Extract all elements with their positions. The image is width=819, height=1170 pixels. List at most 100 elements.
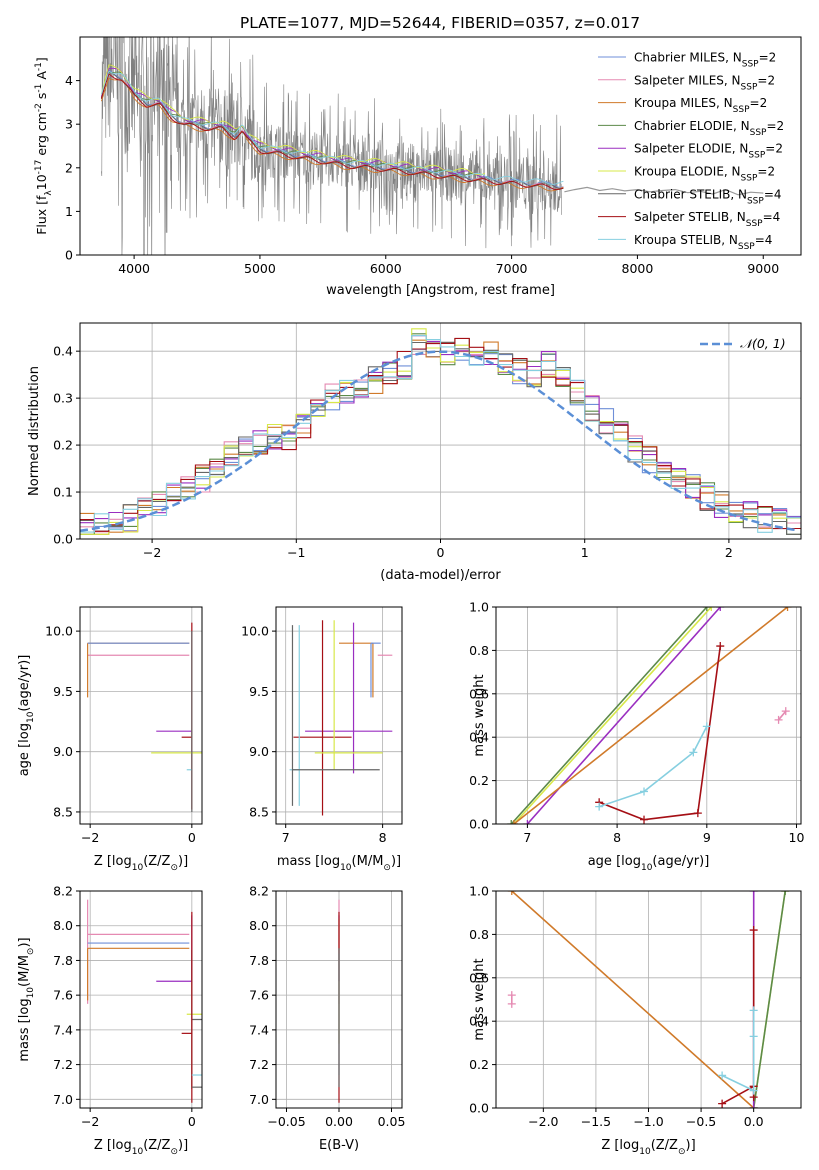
age_vs_mass-ytick-label: 8.5 xyxy=(249,804,269,819)
age_vs_mass-xtick-label: 7 xyxy=(282,830,290,845)
weight_vs_Z-ytick-label: 1.0 xyxy=(469,884,489,899)
mass_vs_Z-xlabel-part: 10 xyxy=(132,1147,144,1157)
spectrum-model-chabrier_stelib xyxy=(100,70,564,190)
weight-marker-salpeter_miles xyxy=(507,991,516,1000)
residuals-ytick-label: 0.3 xyxy=(53,391,73,406)
weight_vs_Z-xtick-label: −0.5 xyxy=(686,1114,716,1129)
spectrum-ylabel-part: A xyxy=(34,71,49,84)
residuals-ylabel: Normed distribution xyxy=(27,366,42,496)
weight_vs_Z-frame: −2.0 −1.5 −1.0 −0.5 0.0 0.0 0.2 0.4 0.6 0.8 1.0 xyxy=(469,884,802,1129)
weight_vs_Z-ytick-label: 0.2 xyxy=(469,1057,489,1072)
age_vs_mass-xlabel-part: ⊙ xyxy=(383,863,391,873)
mass_vs_ebv-xlabel-part: E(B-V) xyxy=(319,1138,359,1153)
legend-label-kroupa_miles-part: =2 xyxy=(750,96,768,110)
residuals-ytick-label: 0.2 xyxy=(53,438,73,453)
spectrum-ylabel-part: -1 xyxy=(34,62,44,71)
age_vs_Z-ytick-label: 10.0 xyxy=(45,624,73,639)
age_vs_Z-ylabel-part: 10 xyxy=(26,711,36,723)
hist-kroupa_stelib xyxy=(80,335,801,533)
weight_vs_Z-xtick-label: 0.0 xyxy=(744,1114,764,1129)
age_vs_Z-xlabel-part: ⊙ xyxy=(170,863,178,873)
weight-marker-salpeter_miles xyxy=(507,999,516,1008)
weight-line-chabrier_elodie xyxy=(510,607,708,824)
spectrum-ylabel-part: -2 xyxy=(34,103,44,112)
weight-line-kroupa_elodie xyxy=(513,607,712,824)
residuals-xlabel: (data-model)/error xyxy=(380,568,501,583)
mass_vs_Z-ylabel-part: mass [log xyxy=(17,998,32,1061)
weight_vs_age-xlabel-part: (age/yr)] xyxy=(652,854,709,869)
mass_vs_Z-frame: −2 0 7.0 7.2 7.4 7.6 7.8 8.0 8.2 xyxy=(53,884,203,1129)
weight_vs_Z-xtick-label: −1.0 xyxy=(633,1114,663,1129)
age_vs_mass-xlabel-part: 10 xyxy=(340,863,352,873)
mass_vs_Z-ytick-label: 7.8 xyxy=(53,953,73,968)
spectrum-model-kroupa_elodie xyxy=(100,64,486,176)
age_vs_Z-xlabel-part: )] xyxy=(178,854,188,869)
mass_vs_ebv-ytick-label: 7.4 xyxy=(249,1022,269,1037)
weight-marker-kroupa_stelib xyxy=(640,787,649,796)
weight_vs_age-ytick-label: 0.6 xyxy=(469,686,489,701)
mass_vs_ebv-xtick-label: 0.05 xyxy=(378,1114,406,1129)
age_vs_mass-axes xyxy=(276,607,402,824)
legend-label-kroupa_stelib-part: =4 xyxy=(755,233,773,247)
weight-line-kroupa_stelib xyxy=(598,726,708,808)
weight-marker-salpeter_elodie xyxy=(749,891,758,895)
weight_vs_age-xtick-label: 7 xyxy=(523,830,531,845)
weight-line-chabrier_elodie xyxy=(752,891,786,1108)
legend-label-salpeter_stelib-part: SSP xyxy=(746,219,763,229)
age_vs_Z-axes xyxy=(80,607,202,824)
weight-marker-salpeter_stelib xyxy=(718,1099,727,1108)
age_vs_mass-xlabel-part: (M/M xyxy=(352,854,384,869)
legend-label-chabrier_miles-part: Chabrier MILES, N xyxy=(634,51,742,65)
legend-label-kroupa_miles-part: Kroupa MILES, N xyxy=(634,96,733,110)
legend-label-salpeter_miles-part: =2 xyxy=(757,73,775,87)
weight_vs_Z-xlabel-part: 10 xyxy=(639,1147,651,1157)
legend-label-salpeter_stelib: Salpeter STELIB, NSSP=4 xyxy=(634,210,780,229)
mass_vs_Z-axes xyxy=(80,890,202,1108)
weight-marker-kroupa_stelib xyxy=(749,1086,758,1095)
weight_vs_age-ytick-label: 0.2 xyxy=(469,773,489,788)
age_vs_Z-xlabel-part: Z [log xyxy=(94,854,132,869)
age_vs_mass-frame: 7 8 8.5 9.0 9.5 10.0 xyxy=(241,606,403,845)
mass_vs_Z-ytick-label: 7.0 xyxy=(53,1092,73,1107)
weight-marker-kroupa_stelib xyxy=(595,802,604,811)
legend-label-chabrier_stelib-part: SSP xyxy=(747,196,764,206)
mass_vs_ebv-ytick-label: 8.0 xyxy=(249,918,269,933)
mass_vs_Z-ytick-label: 7.6 xyxy=(53,988,73,1003)
weight_vs_Z-xlabel-part: )] xyxy=(686,1138,696,1153)
weight-marker-chabrier_elodie xyxy=(702,607,711,611)
mass_vs_Z-ylabel: mass [log10(M/M⊙)] xyxy=(17,937,36,1061)
legend-label-chabrier_stelib-part: Chabrier STELIB, N xyxy=(634,187,747,201)
spectrum-frame: 4000 5000 6000 7000 8000 9000 0 1 2 3 4 xyxy=(65,36,802,276)
age_vs_Z-ylabel-part: (age/yr)] xyxy=(17,655,32,712)
weight_vs_Z-ytick-label: 0.0 xyxy=(469,1101,489,1116)
spectrum-ytick-label: 4 xyxy=(65,73,73,88)
weight-marker-salpeter_stelib xyxy=(640,815,649,824)
weight_vs_Z-xtick-label: −2.0 xyxy=(528,1114,558,1129)
age_vs_mass-ytick-label: 10.0 xyxy=(241,624,269,639)
legend-label-salpeter_stelib-part: Salpeter STELIB, N xyxy=(634,210,746,224)
weight_vs_age-ytick-label: 0.4 xyxy=(469,730,489,745)
normal-curve xyxy=(80,350,799,533)
weight-line-salpeter_elodie xyxy=(526,607,721,824)
age_vs_Z-ytick-label: 9.5 xyxy=(53,684,73,699)
weight-marker-kroupa_stelib xyxy=(689,748,698,757)
age_vs_mass-xtick-label: 8 xyxy=(379,830,387,845)
mass_vs_Z-ylabel-part: (M/M xyxy=(17,955,32,987)
weight_vs_Z-xlabel-part: Z [log xyxy=(601,1138,639,1153)
legend-normal-label: 𝒩(0, 1) xyxy=(740,336,786,351)
mass_vs_ebv-ytick-label: 7.6 xyxy=(249,988,269,1003)
age_vs_mass-xlabel: mass [log10(M/M⊙)] xyxy=(277,854,401,873)
weight_vs_Z-xtick-label: −1.5 xyxy=(581,1114,611,1129)
legend-label-kroupa_miles-part: SSP xyxy=(733,105,750,115)
weight_vs_age-ytick-label: 0.8 xyxy=(469,643,489,658)
weight-marker-kroupa_stelib xyxy=(718,1071,727,1080)
legend-label-chabrier_elodie: Chabrier ELODIE, NSSP=2 xyxy=(634,119,784,138)
weight-marker-kroupa_miles xyxy=(507,891,516,895)
legend-label-salpeter_elodie-part: SSP xyxy=(748,151,765,161)
mass_vs_ebv-frame: −0.05 0.00 0.05 7.0 7.2 7.4 7.6 7.8 8.0 8.2 xyxy=(249,884,405,1130)
weight-line-salpeter_stelib xyxy=(598,645,722,821)
spectrum-ytick-label: 1 xyxy=(65,204,73,219)
spectrum-xlabel: wavelength [Angstrom, rest frame] xyxy=(326,283,555,298)
mass_vs_Z-xlabel-part: ⊙ xyxy=(170,1147,178,1157)
weight_vs_age-xlabel: age [log10(age/yr)] xyxy=(588,854,710,873)
